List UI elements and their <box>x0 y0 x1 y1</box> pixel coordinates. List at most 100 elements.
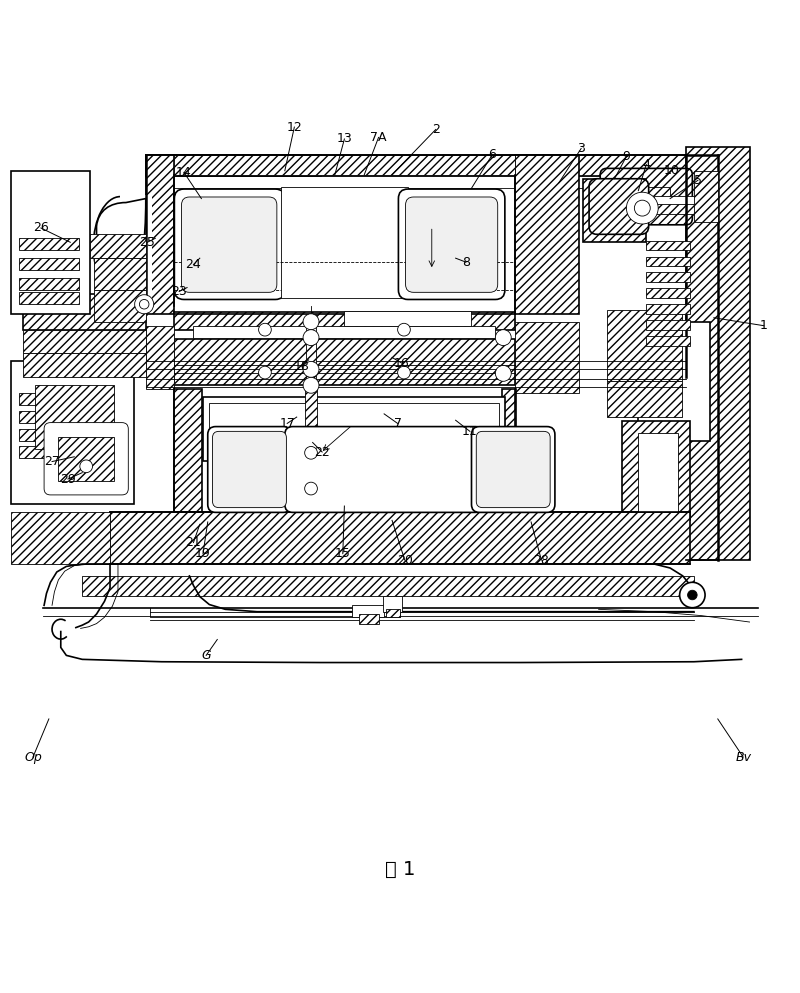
Text: 17: 17 <box>279 417 295 430</box>
Bar <box>174 389 202 512</box>
FancyBboxPatch shape <box>476 431 550 507</box>
Bar <box>10 171 90 314</box>
FancyBboxPatch shape <box>589 179 649 234</box>
Bar <box>18 238 79 250</box>
Bar <box>622 421 690 520</box>
Bar <box>622 187 670 211</box>
Bar <box>162 176 670 189</box>
Text: 图 1: 图 1 <box>385 860 415 880</box>
Circle shape <box>258 366 271 379</box>
FancyBboxPatch shape <box>208 427 291 512</box>
Circle shape <box>626 193 658 224</box>
Bar <box>646 320 690 330</box>
Bar <box>146 326 174 389</box>
Circle shape <box>303 330 319 346</box>
Text: 7: 7 <box>394 417 402 430</box>
Circle shape <box>495 330 511 346</box>
Bar <box>305 385 318 465</box>
Text: Bv: Bv <box>735 751 751 764</box>
Text: 5: 5 <box>694 174 702 187</box>
Text: 15: 15 <box>335 547 350 560</box>
Bar <box>515 155 578 314</box>
Text: 14: 14 <box>176 166 192 179</box>
Text: 25: 25 <box>139 235 155 249</box>
Text: 26: 26 <box>33 221 49 234</box>
Text: 28: 28 <box>534 553 550 567</box>
Text: 12: 12 <box>286 120 302 134</box>
Circle shape <box>305 483 318 495</box>
Bar <box>203 397 505 461</box>
Bar <box>174 155 515 175</box>
Bar <box>18 292 79 304</box>
Text: 10: 10 <box>664 164 680 178</box>
Bar <box>18 258 79 270</box>
Circle shape <box>303 314 319 330</box>
Text: 8: 8 <box>462 255 470 269</box>
Text: 1: 1 <box>760 319 768 333</box>
Text: 3: 3 <box>577 142 585 155</box>
Bar <box>306 465 316 512</box>
Bar <box>582 179 646 242</box>
FancyBboxPatch shape <box>174 189 285 300</box>
Bar <box>646 256 690 266</box>
Bar <box>686 147 750 560</box>
Bar <box>18 429 79 441</box>
Bar <box>646 288 690 298</box>
Bar <box>646 272 690 282</box>
FancyBboxPatch shape <box>600 169 692 224</box>
Text: 20: 20 <box>397 553 413 567</box>
Circle shape <box>634 201 650 216</box>
Bar <box>694 171 718 222</box>
Bar <box>306 314 316 389</box>
Text: 29: 29 <box>60 473 76 486</box>
Text: 24: 24 <box>186 258 202 271</box>
Bar <box>352 606 384 618</box>
Bar <box>654 205 702 213</box>
Circle shape <box>80 460 93 473</box>
Bar <box>146 155 174 314</box>
Circle shape <box>495 365 511 381</box>
Bar <box>638 433 678 512</box>
Circle shape <box>687 590 697 600</box>
Text: 2: 2 <box>432 123 440 136</box>
Text: G: G <box>202 648 211 662</box>
Bar <box>646 240 690 250</box>
FancyBboxPatch shape <box>398 189 505 300</box>
FancyBboxPatch shape <box>406 197 498 292</box>
Bar <box>174 340 515 385</box>
Bar <box>58 437 114 481</box>
Text: 11: 11 <box>462 425 478 438</box>
Bar <box>382 596 402 612</box>
Bar <box>22 354 146 377</box>
Bar <box>502 389 516 512</box>
Text: 7A: 7A <box>370 131 386 144</box>
Bar <box>94 290 146 322</box>
Text: 23: 23 <box>171 285 187 298</box>
Bar <box>22 294 146 330</box>
Bar <box>34 385 114 449</box>
Bar <box>174 312 515 330</box>
Bar <box>22 330 146 354</box>
Bar <box>82 576 694 596</box>
Bar <box>18 278 79 290</box>
Bar <box>110 512 690 564</box>
Text: 21: 21 <box>186 536 202 549</box>
Text: 27: 27 <box>44 455 60 468</box>
Bar <box>146 155 321 176</box>
FancyBboxPatch shape <box>471 427 555 512</box>
Text: Op: Op <box>24 751 42 764</box>
Bar <box>90 234 146 258</box>
FancyBboxPatch shape <box>213 431 286 507</box>
Text: 19: 19 <box>195 547 211 560</box>
FancyBboxPatch shape <box>285 427 483 512</box>
Bar <box>515 322 578 393</box>
Circle shape <box>134 295 154 314</box>
Text: 13: 13 <box>337 132 352 146</box>
Bar <box>120 195 152 306</box>
Bar <box>10 512 110 564</box>
Bar <box>654 197 702 206</box>
Bar <box>146 155 686 176</box>
Circle shape <box>680 582 705 608</box>
Text: 9: 9 <box>622 150 630 163</box>
Text: 22: 22 <box>314 446 330 459</box>
